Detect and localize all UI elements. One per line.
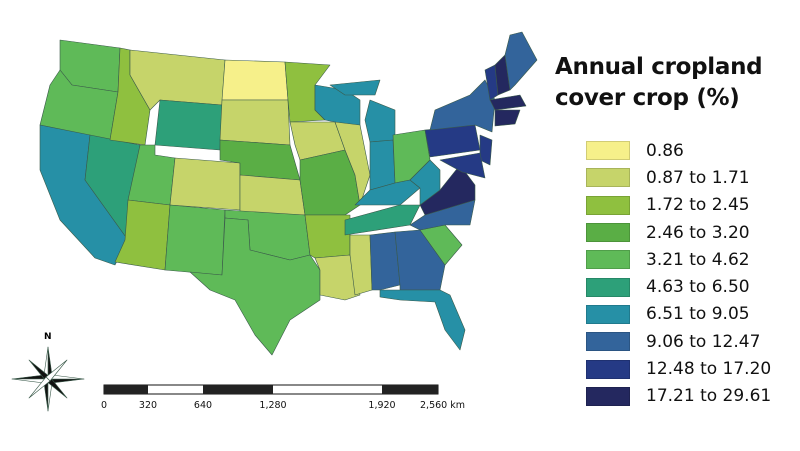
state-region	[479, 134, 493, 166]
legend-label: 0.86	[646, 140, 684, 161]
legend-item: 0.86	[586, 137, 771, 164]
state-region	[221, 59, 289, 101]
state-region	[489, 94, 527, 111]
legend-label: 2.46 to 3.20	[646, 222, 750, 243]
state-region	[409, 159, 441, 206]
state-region	[154, 99, 223, 151]
state-region	[379, 289, 466, 351]
legend-item: 0.87 to 1.71	[586, 164, 771, 191]
scale-tick-label: 640	[193, 400, 213, 411]
state-region	[439, 152, 486, 179]
scale-tick-label: 320	[138, 400, 158, 411]
title-line-1: Annual cropland	[555, 54, 763, 80]
legend-swatch	[586, 168, 630, 188]
legend-label: 12.48 to 17.20	[646, 359, 772, 380]
legend-label: 4.63 to 6.50	[646, 277, 750, 298]
scale-tick-label: 1,920	[368, 400, 396, 411]
legend-item: 9.06 to 12.47	[586, 328, 771, 355]
legend-swatch	[586, 250, 630, 270]
legend-label: 9.06 to 12.47	[646, 331, 761, 352]
state-region	[504, 31, 538, 91]
state-region	[369, 139, 396, 191]
state-region	[364, 99, 396, 143]
legend-item: 4.63 to 6.50	[586, 273, 771, 300]
state-region	[304, 214, 351, 259]
state-region	[494, 109, 521, 127]
legend-item: 3.21 to 4.62	[586, 246, 771, 273]
legend-swatch	[586, 223, 630, 243]
legend-item: 6.51 to 9.05	[586, 301, 771, 328]
state-region	[349, 234, 373, 296]
state-region	[169, 157, 241, 211]
legend-label: 3.21 to 4.62	[646, 249, 750, 270]
north-arrow	[11, 346, 85, 412]
legend-item: 17.21 to 29.61	[586, 383, 771, 410]
legend-label: 1.72 to 2.45	[646, 195, 750, 216]
scale-tick-label: 2,560 km	[420, 400, 465, 411]
legend-swatch	[586, 332, 630, 352]
scale-tick-label: 0	[100, 400, 108, 411]
scale-bar	[103, 384, 439, 395]
legend-item: 1.72 to 2.45	[586, 192, 771, 219]
legend-label: 0.87 to 1.71	[646, 167, 750, 188]
scale-tick-label: 1,280	[259, 400, 287, 411]
north-label: N	[44, 332, 52, 342]
legend-item: 2.46 to 3.20	[586, 219, 771, 246]
state-region	[344, 204, 421, 236]
legend-swatch	[586, 195, 630, 215]
legend-item: 12.48 to 17.20	[586, 355, 771, 382]
state-region	[429, 79, 496, 133]
legend-swatch	[586, 386, 630, 406]
legend-title: Annual cropland cover crop (%)	[555, 52, 763, 114]
state-region	[219, 99, 291, 146]
legend-label: 6.51 to 9.05	[646, 304, 750, 325]
legend-swatch	[586, 304, 630, 324]
legend-swatch	[586, 359, 630, 379]
legend-swatch	[586, 277, 630, 297]
state-region	[164, 204, 226, 276]
legend-swatch	[586, 141, 630, 161]
state-region	[329, 79, 381, 96]
state-region	[114, 199, 171, 271]
state-region	[369, 231, 401, 291]
legend: 0.86 0.87 to 1.71 1.72 to 2.45 2.46 to 3…	[586, 137, 771, 410]
state-region	[189, 217, 321, 356]
state-region	[239, 174, 306, 216]
legend-label: 17.21 to 29.61	[646, 386, 772, 407]
title-line-2: cover crop (%)	[555, 85, 740, 111]
